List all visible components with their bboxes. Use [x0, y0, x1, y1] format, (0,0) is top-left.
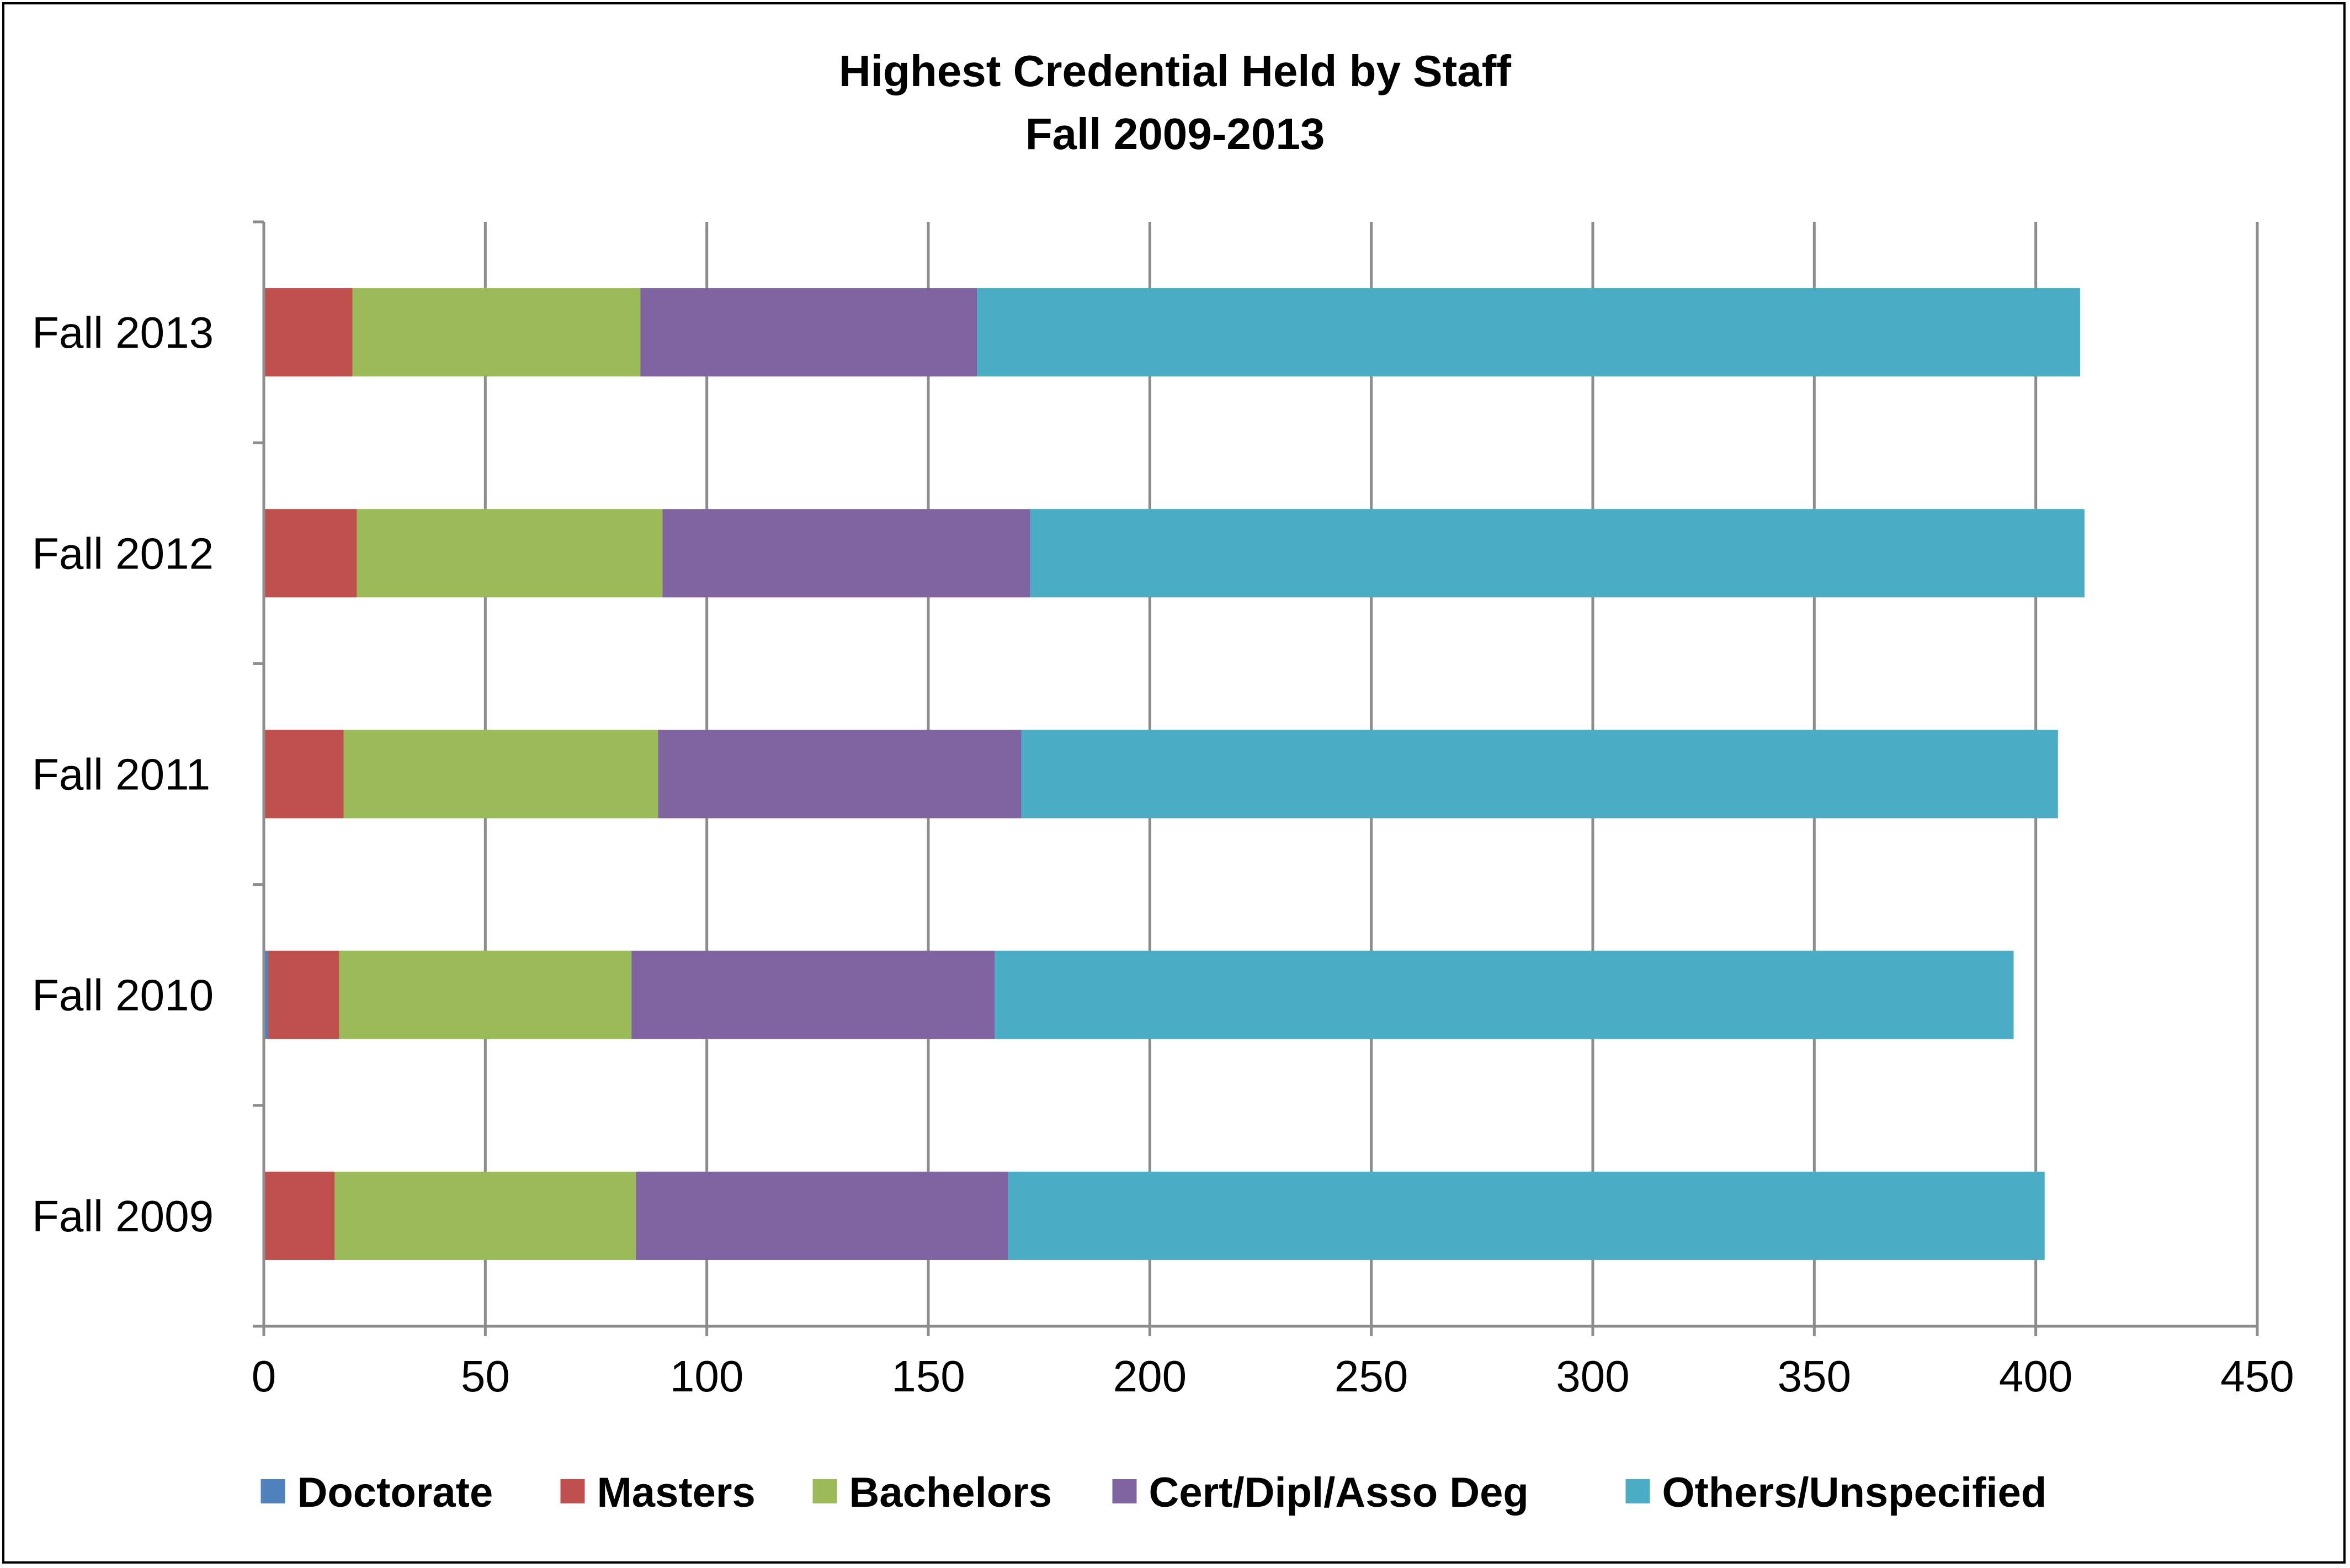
x-tick-label: 50 [461, 1352, 510, 1401]
bar-segment [1030, 509, 2085, 598]
bar-segment [977, 288, 2080, 377]
bar-segment [334, 1171, 636, 1260]
legend-swatch [812, 1479, 837, 1503]
x-tick-label: 200 [1113, 1352, 1187, 1401]
legend-swatch [560, 1479, 585, 1503]
bars [264, 288, 2085, 1260]
bar-segment [636, 1171, 1008, 1260]
bar-segment [264, 509, 357, 598]
x-tick-label: 400 [1999, 1352, 2072, 1401]
legend-label: Doctorate [297, 1469, 493, 1516]
bar-segment [352, 288, 641, 377]
x-tick-label: 450 [2220, 1352, 2294, 1401]
chart-subtitle: Fall 2009-2013 [1025, 109, 1325, 158]
bar-segment [640, 288, 977, 377]
bar-segment [1021, 730, 2058, 818]
bar-segment [264, 730, 344, 818]
bar-segment [264, 950, 269, 1039]
bar-segment [264, 1171, 335, 1260]
bar-segment [268, 950, 339, 1039]
x-tick-labels: 0 50 100 150 200 250 300 350 400 450 [252, 1352, 2294, 1401]
bar-segment [995, 950, 2014, 1039]
bar-segment [658, 730, 1022, 818]
category-label: Fall 2009 [32, 1192, 214, 1241]
bar-segment [339, 950, 632, 1039]
category-label: Fall 2010 [32, 971, 214, 1020]
x-tick-label: 150 [891, 1352, 965, 1401]
axes [253, 220, 2259, 1336]
legend-swatch [1112, 1479, 1137, 1503]
bar-segment [662, 509, 1030, 598]
x-tick-label: 100 [670, 1352, 743, 1401]
category-labels: Fall 2009 Fall 2010 Fall 2011 Fall 2012 Fall… [32, 308, 214, 1241]
legend-label: Others/Unspecified [1662, 1469, 2047, 1516]
category-label: Fall 2011 [32, 750, 210, 799]
category-label: Fall 2013 [32, 308, 214, 357]
bar-segment [1008, 1171, 2045, 1260]
bar-segment [343, 730, 658, 818]
legend: Doctorate Masters Bachelors Cert/Dipl/Asso … [260, 1469, 2047, 1516]
legend-swatch [1625, 1479, 1650, 1503]
legend-label: Bachelors [849, 1469, 1052, 1516]
category-label: Fall 2012 [32, 529, 214, 578]
bar-segment [264, 288, 353, 377]
legend-swatch [260, 1479, 285, 1503]
bar-segment [631, 950, 995, 1039]
x-tick-label: 250 [1334, 1352, 1408, 1401]
bar-segment [357, 509, 663, 598]
chart-title: Highest Credential Held by Staff [839, 46, 1511, 95]
x-tick-label: 300 [1556, 1352, 1629, 1401]
x-tick-label: 350 [1778, 1352, 1851, 1401]
legend-label: Masters [597, 1469, 756, 1516]
legend-label: Cert/Dipl/Asso Deg [1149, 1469, 1529, 1516]
x-tick-label: 0 [252, 1352, 277, 1401]
